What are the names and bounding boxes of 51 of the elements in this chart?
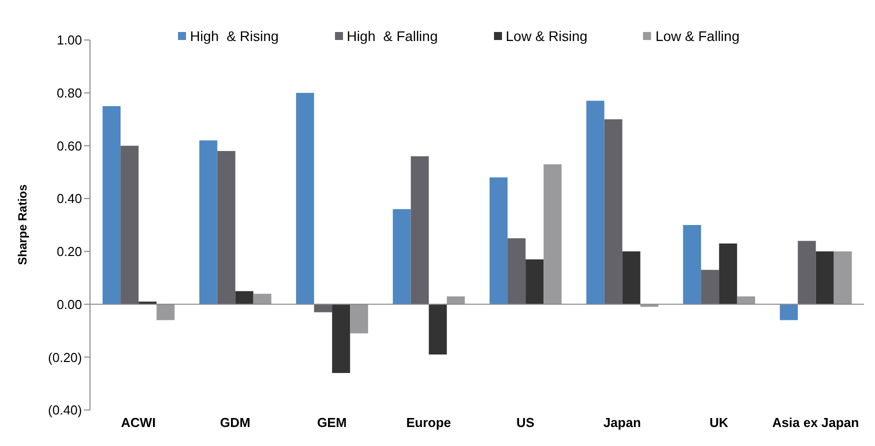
legend-label: Low & Rising [504, 28, 588, 44]
y-tick-label: 0.00 [56, 296, 82, 312]
bar [392, 209, 411, 304]
y-tick-label: 0.20 [56, 244, 82, 260]
legend-label: High & Rising [189, 28, 279, 44]
bar [332, 304, 350, 373]
y-tick-label: 0.60 [56, 138, 82, 154]
y-tick-label: 1.00 [56, 32, 82, 48]
bar [701, 270, 720, 304]
bar [235, 291, 254, 304]
x-tick-label: Europe [406, 415, 452, 430]
bar [586, 100, 604, 304]
bar [350, 304, 368, 334]
x-tick-label: GEM [317, 415, 347, 430]
x-tick-label: US [516, 415, 535, 430]
y-tick-label: (0.40) [48, 402, 82, 418]
bar [156, 304, 175, 320]
bar [428, 304, 447, 354]
bar [138, 302, 157, 304]
bar [410, 156, 429, 304]
x-tick-label: Asia ex Japan [772, 415, 860, 430]
bar [253, 294, 272, 304]
y-tick-label: 0.40 [56, 191, 82, 206]
x-tick-label: Japan [603, 415, 641, 430]
x-tick-label: ACWI [121, 415, 156, 430]
y-axis-title: Sharpe Ratios [15, 184, 30, 265]
bar [780, 304, 798, 320]
bar [490, 177, 508, 304]
bar [296, 92, 314, 304]
bar [622, 251, 640, 304]
bar [199, 140, 218, 304]
bar [102, 106, 121, 304]
bar [834, 251, 852, 304]
bar [526, 259, 544, 304]
legend-label: High & Falling [346, 28, 438, 44]
bar [683, 225, 702, 304]
x-tick-label: GDM [220, 415, 250, 430]
bar [798, 240, 816, 304]
bar [446, 296, 465, 304]
x-tick-label: UK [709, 415, 729, 430]
bar [816, 251, 834, 304]
bar [737, 296, 756, 304]
bar [604, 119, 622, 304]
bar [217, 151, 236, 304]
bar [120, 146, 139, 304]
bar [719, 244, 738, 304]
legend-label: Low & Falling [654, 28, 740, 44]
y-tick-label: 0.80 [56, 85, 82, 100]
y-tick-label: (0.20) [48, 350, 82, 365]
bar [544, 164, 562, 304]
bar [508, 238, 526, 304]
